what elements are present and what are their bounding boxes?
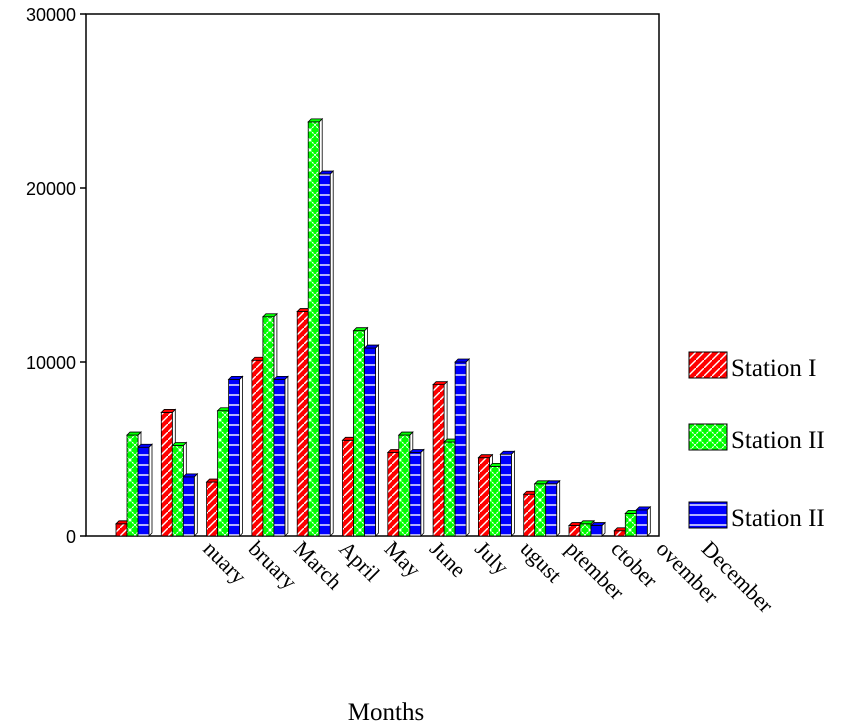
bar-series-group bbox=[116, 119, 650, 536]
bar-top-face bbox=[263, 314, 277, 317]
legend: Station I Station II Station II bbox=[689, 352, 825, 532]
bar-top-face bbox=[365, 345, 379, 348]
bar bbox=[489, 466, 500, 536]
bar bbox=[319, 174, 330, 536]
bar bbox=[263, 317, 274, 536]
bar bbox=[207, 482, 218, 536]
bar bbox=[183, 477, 194, 536]
bar bbox=[161, 412, 172, 536]
bar bbox=[116, 524, 127, 536]
bar-side-face bbox=[647, 507, 650, 536]
x-tick-label: nuary bbox=[198, 536, 251, 589]
legend-swatch bbox=[689, 424, 727, 450]
bar bbox=[308, 122, 319, 536]
legend-label: Station II bbox=[731, 505, 825, 532]
y-tick-label: 10000 bbox=[26, 353, 76, 373]
bar bbox=[274, 379, 285, 536]
bar bbox=[500, 454, 511, 536]
legend-label: Station I bbox=[731, 355, 816, 382]
bar-top-face bbox=[580, 521, 594, 524]
bar bbox=[388, 452, 399, 536]
bar-top-face bbox=[274, 376, 288, 379]
bar bbox=[569, 526, 580, 536]
bar bbox=[343, 440, 354, 536]
y-tick-label: 30000 bbox=[26, 5, 76, 25]
bar-top-face bbox=[183, 474, 197, 477]
y-tick-label: 20000 bbox=[26, 179, 76, 199]
bar bbox=[636, 510, 647, 536]
x-tick-label: May bbox=[380, 536, 426, 582]
legend-swatch bbox=[689, 352, 727, 378]
bar bbox=[625, 513, 636, 536]
bar-side-face bbox=[557, 481, 560, 536]
bar bbox=[138, 447, 149, 536]
bar-top-face bbox=[410, 449, 424, 452]
bar bbox=[297, 312, 308, 536]
bar-top-face bbox=[455, 359, 469, 362]
bar bbox=[591, 526, 602, 536]
bar bbox=[354, 331, 365, 536]
bar bbox=[580, 524, 591, 536]
bar-side-face bbox=[376, 345, 379, 536]
bar-side-face bbox=[421, 449, 424, 536]
bar bbox=[410, 452, 421, 536]
x-tick-label: July bbox=[470, 536, 514, 580]
bar bbox=[252, 360, 263, 536]
y-tick-label: 0 bbox=[66, 527, 76, 547]
bar-side-face bbox=[511, 451, 514, 536]
bar-top-face bbox=[172, 443, 186, 446]
bar-top-face bbox=[354, 328, 368, 331]
bar bbox=[172, 446, 183, 536]
bar bbox=[229, 379, 240, 536]
legend-swatch bbox=[689, 502, 727, 528]
bar bbox=[546, 484, 557, 536]
bar-side-face bbox=[330, 171, 333, 536]
bar bbox=[365, 348, 376, 536]
bar-top-face bbox=[591, 523, 605, 526]
bar bbox=[433, 385, 444, 536]
bar-top-face bbox=[636, 507, 650, 510]
bar bbox=[524, 494, 535, 536]
bar-top-face bbox=[399, 432, 413, 435]
bar bbox=[535, 484, 546, 536]
bar-top-face bbox=[319, 171, 333, 174]
bar-top-face bbox=[433, 382, 447, 385]
bar-top-face bbox=[229, 376, 243, 379]
bar bbox=[399, 435, 410, 536]
bar-top-face bbox=[161, 409, 175, 412]
bar-top-face bbox=[478, 455, 492, 458]
x-tick-label: June bbox=[425, 536, 471, 582]
x-tick-label: bruary bbox=[244, 536, 302, 594]
bar-side-face bbox=[466, 359, 469, 536]
bar-top-face bbox=[500, 451, 514, 454]
x-tick-label: ugust bbox=[516, 536, 567, 587]
x-axis-title: Months bbox=[348, 699, 424, 723]
bar bbox=[218, 411, 229, 536]
bar-top-face bbox=[546, 481, 560, 484]
bar-top-face bbox=[138, 444, 152, 447]
bar-side-face bbox=[149, 444, 152, 536]
bar-side-face bbox=[240, 376, 243, 536]
legend-label: Station II bbox=[731, 427, 825, 454]
bar bbox=[478, 458, 489, 536]
bar-top-face bbox=[308, 119, 322, 122]
bar-top-face bbox=[127, 432, 141, 435]
bar-side-face bbox=[194, 474, 197, 536]
bar bbox=[444, 442, 455, 536]
bar bbox=[127, 435, 138, 536]
bar bbox=[455, 362, 466, 536]
y-axis: 0 10000 20000 30000 bbox=[26, 5, 86, 547]
bar-side-face bbox=[285, 376, 288, 536]
x-tick-label: March bbox=[289, 536, 347, 594]
